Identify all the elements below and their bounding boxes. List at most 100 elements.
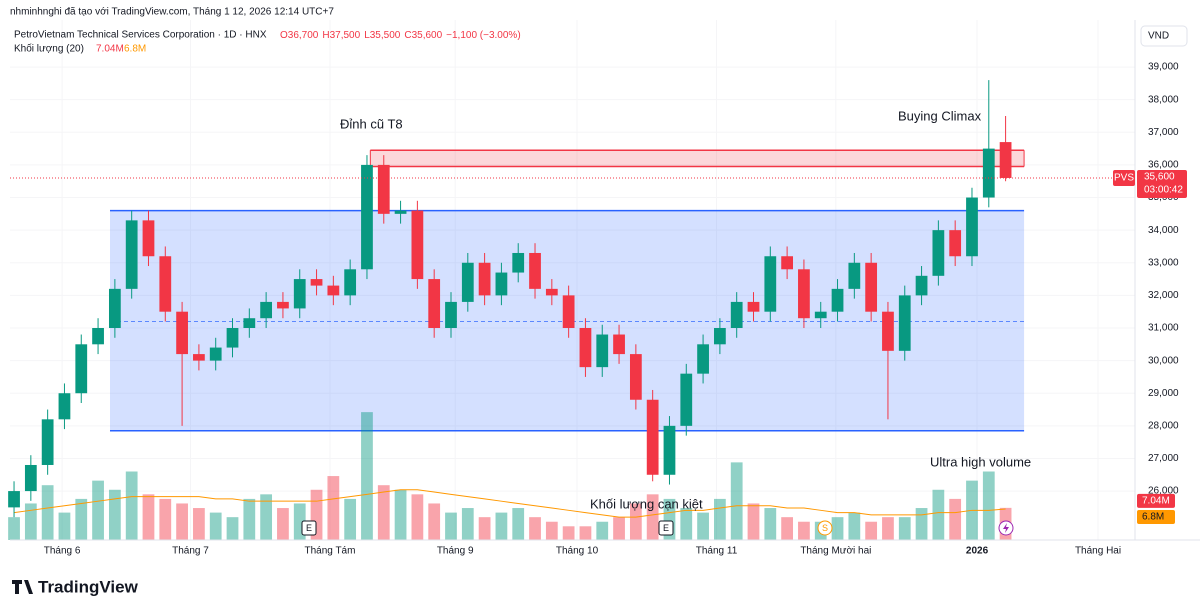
volume-value: 7.04M <box>96 44 124 55</box>
x-tick-label: Tháng Hai <box>1075 546 1121 557</box>
y-tick-label: 37,000 <box>1148 127 1179 138</box>
candle-body <box>41 419 54 465</box>
y-tick-label: 32,000 <box>1148 290 1179 301</box>
volume-tag <box>1137 493 1175 508</box>
volume-bar <box>915 508 928 540</box>
y-tick-label: 38,000 <box>1148 94 1179 105</box>
candle-body <box>932 230 945 276</box>
event-label: E <box>663 523 669 533</box>
volume-bar <box>882 517 894 540</box>
ohlc-item: O36,700 <box>280 30 319 41</box>
volume-bar <box>747 503 760 540</box>
candle-body <box>562 295 575 328</box>
candle-body <box>58 393 71 420</box>
volume-bar <box>781 517 793 540</box>
volume-bar <box>277 508 289 540</box>
brand-logo <box>12 580 33 594</box>
volume-bar <box>714 498 726 540</box>
volume-bar <box>730 462 743 540</box>
candle-body <box>411 210 424 280</box>
y-tick-label: 26,000 <box>1148 486 1179 497</box>
volume-bar <box>982 471 995 540</box>
candle-body <box>680 373 693 426</box>
lightning-icon <box>1003 523 1009 533</box>
ohlc-item: L35,500 <box>364 30 401 41</box>
event-marker[interactable] <box>817 520 833 536</box>
candle-body <box>966 197 978 257</box>
volume-bar <box>361 412 373 540</box>
volume-bar <box>949 498 962 540</box>
y-tick-label: 34,000 <box>1148 225 1179 236</box>
volume-bar <box>512 508 525 540</box>
ohlc-item: −1,100 (−3.00%) <box>446 30 521 41</box>
candle-body <box>898 295 911 351</box>
volume-bar <box>58 512 71 540</box>
candle-body <box>361 164 373 270</box>
candle-body <box>108 288 121 328</box>
candle-body <box>193 354 205 361</box>
y-tick-label: 31,000 <box>1148 323 1179 334</box>
volume-bar <box>529 517 541 540</box>
x-tick-label: Tháng 6 <box>44 546 81 557</box>
volume-bar <box>865 521 878 540</box>
x-tick-label: Tháng 11 <box>696 546 738 557</box>
event-marker[interactable] <box>658 520 674 536</box>
x-tick-label: Tháng 7 <box>172 546 209 557</box>
volume-bar <box>24 503 37 540</box>
candle-body <box>831 288 844 312</box>
ohlc-item: C35,600 <box>404 30 442 41</box>
volume-bar <box>260 494 273 540</box>
volume-bar <box>495 512 508 540</box>
candle-body <box>613 334 625 355</box>
event-marker[interactable] <box>301 520 317 536</box>
volume-title: Khối lượng (20) <box>14 43 84 55</box>
candle-body <box>176 311 188 355</box>
candle-body <box>646 399 659 475</box>
annotation: Ultra high volume <box>930 454 1031 469</box>
volume-bar <box>545 521 558 540</box>
x-tick-label: Tháng Mười hai <box>800 546 871 557</box>
volume-ma-line <box>13 489 1006 518</box>
candle-body <box>92 327 104 345</box>
volume-bar <box>108 489 121 540</box>
y-tick-label: 39,000 <box>1148 62 1179 73</box>
volume-bar <box>898 517 911 540</box>
candle-body <box>764 256 777 312</box>
x-tick-label: Tháng 9 <box>437 546 474 557</box>
annotation: Buying Climax <box>898 108 982 123</box>
volume-bar <box>394 489 407 540</box>
volume-bar <box>629 503 642 540</box>
candle-body <box>512 252 525 273</box>
volume-tag-label: 7.04M <box>1142 495 1170 506</box>
volume-bar <box>209 512 222 540</box>
volume-bar <box>579 526 592 540</box>
candle-body <box>75 344 88 394</box>
y-tick-label: 28,000 <box>1148 420 1179 431</box>
volume-bar <box>243 498 256 540</box>
currency: VND <box>1148 31 1169 42</box>
candle-body <box>209 347 222 361</box>
candle-body <box>243 318 256 328</box>
volume-bar <box>831 517 844 540</box>
volume-bar <box>445 512 457 540</box>
candle-body <box>999 142 1012 178</box>
volume-bar <box>92 480 104 540</box>
candle-body <box>394 210 407 214</box>
candle-body <box>714 327 726 345</box>
price-tag-label: 35,600 <box>1144 172 1175 183</box>
volume-bar <box>193 508 205 540</box>
volume-bar <box>176 503 188 540</box>
volume-bar <box>344 498 357 540</box>
candle-body <box>310 279 323 286</box>
volume-bar <box>428 503 441 540</box>
volume-bar <box>646 494 659 540</box>
x-tick-label: 2026 <box>966 546 989 557</box>
volume-bar <box>377 485 390 540</box>
candle-body <box>344 269 357 296</box>
candle-body <box>125 220 138 289</box>
candle-body <box>579 327 592 368</box>
currency-box[interactable] <box>1140 25 1188 47</box>
watermark: nhminhnghi đã tạo với TradingView.com, T… <box>10 7 334 18</box>
countdown: 03:00:42 <box>1144 185 1183 196</box>
